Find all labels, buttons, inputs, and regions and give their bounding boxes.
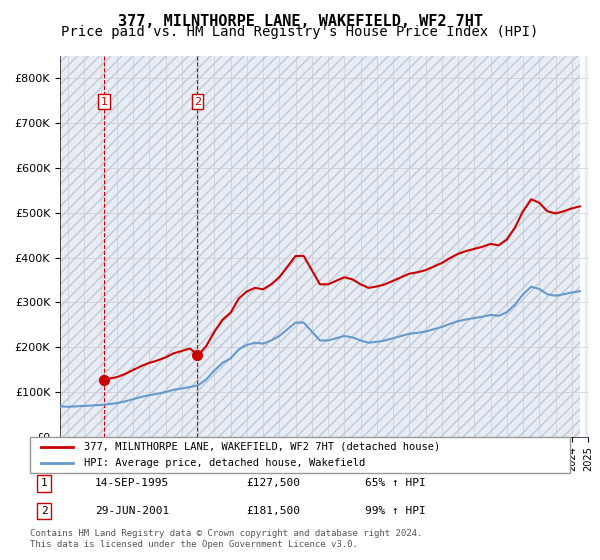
Text: 1: 1 xyxy=(41,478,47,488)
FancyBboxPatch shape xyxy=(55,56,585,437)
Text: 14-SEP-1995: 14-SEP-1995 xyxy=(95,478,169,488)
Text: 29-JUN-2001: 29-JUN-2001 xyxy=(95,506,169,516)
Text: £127,500: £127,500 xyxy=(246,478,300,488)
Text: HPI: Average price, detached house, Wakefield: HPI: Average price, detached house, Wake… xyxy=(84,458,365,468)
Text: 2: 2 xyxy=(41,506,47,516)
Text: 377, MILNTHORPE LANE, WAKEFIELD, WF2 7HT: 377, MILNTHORPE LANE, WAKEFIELD, WF2 7HT xyxy=(118,14,482,29)
FancyBboxPatch shape xyxy=(30,437,570,473)
Text: 65% ↑ HPI: 65% ↑ HPI xyxy=(365,478,425,488)
Text: 99% ↑ HPI: 99% ↑ HPI xyxy=(365,506,425,516)
Text: Contains HM Land Registry data © Crown copyright and database right 2024.
This d: Contains HM Land Registry data © Crown c… xyxy=(30,529,422,549)
Text: 377, MILNTHORPE LANE, WAKEFIELD, WF2 7HT (detached house): 377, MILNTHORPE LANE, WAKEFIELD, WF2 7HT… xyxy=(84,442,440,452)
Text: £181,500: £181,500 xyxy=(246,506,300,516)
Text: Price paid vs. HM Land Registry's House Price Index (HPI): Price paid vs. HM Land Registry's House … xyxy=(61,25,539,39)
Text: 1: 1 xyxy=(100,97,107,107)
Text: 2: 2 xyxy=(194,97,201,107)
